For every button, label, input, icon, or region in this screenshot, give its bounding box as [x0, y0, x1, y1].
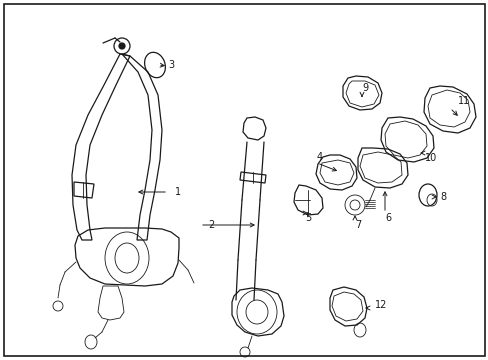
Text: 4: 4: [316, 152, 323, 162]
Text: 3: 3: [168, 60, 174, 70]
Text: 12: 12: [374, 300, 386, 310]
Text: 5: 5: [305, 213, 311, 223]
Text: 10: 10: [424, 153, 436, 163]
Text: 8: 8: [439, 192, 445, 202]
Text: 2: 2: [207, 220, 214, 230]
Text: 11: 11: [457, 96, 469, 106]
Ellipse shape: [119, 43, 125, 49]
Text: 6: 6: [384, 213, 390, 223]
Text: 9: 9: [361, 83, 367, 93]
Text: 7: 7: [354, 220, 361, 230]
Text: 1: 1: [175, 187, 181, 197]
